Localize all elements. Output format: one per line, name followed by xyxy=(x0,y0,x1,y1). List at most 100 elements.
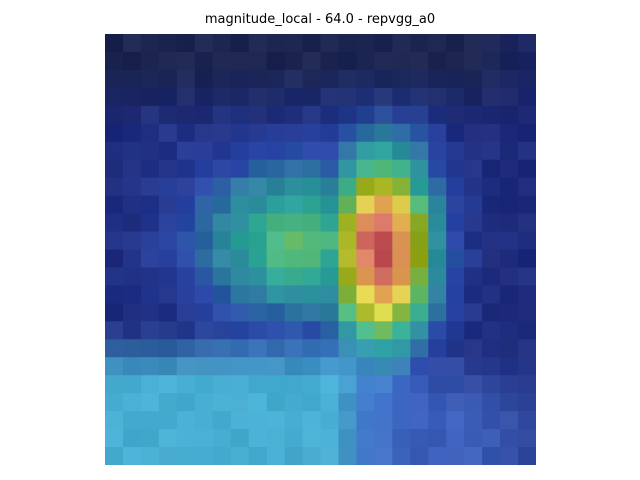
heatmap-pixel xyxy=(248,339,268,358)
heatmap-pixel xyxy=(392,249,411,269)
heatmap-pixel xyxy=(140,303,160,322)
heatmap-pixel xyxy=(105,123,124,143)
heatmap-pixel xyxy=(464,303,483,322)
heatmap-pixel xyxy=(410,177,429,197)
heatmap-pixel xyxy=(194,51,214,71)
heatmap-pixel xyxy=(212,141,232,161)
heatmap-pixel xyxy=(140,195,160,215)
heatmap-pixel xyxy=(105,231,124,251)
heatmap-pixel xyxy=(518,339,536,358)
heatmap-pixel xyxy=(248,321,268,340)
heatmap-pixel xyxy=(446,51,465,71)
heatmap-pixel xyxy=(158,267,178,287)
heatmap-pixel xyxy=(338,411,358,430)
heatmap-pixel xyxy=(320,375,340,394)
heatmap-pixel xyxy=(392,87,411,107)
heatmap-pixel xyxy=(410,447,429,465)
heatmap-pixel xyxy=(338,375,358,394)
heatmap-pixel xyxy=(446,177,465,197)
heatmap-pixel xyxy=(410,249,429,269)
heatmap-pixel xyxy=(140,339,160,358)
heatmap-pixel xyxy=(338,87,358,107)
heatmap-pixel xyxy=(284,357,304,376)
heatmap-pixel xyxy=(464,34,483,53)
heatmap-pixel xyxy=(194,34,214,53)
heatmap-pixel xyxy=(482,357,501,376)
heatmap-pixel xyxy=(212,339,232,358)
heatmap-pixel xyxy=(482,141,501,161)
heatmap-pixel xyxy=(194,87,214,107)
heatmap-pixel xyxy=(230,213,250,233)
heatmap-pixel xyxy=(320,141,340,161)
heatmap-pixel xyxy=(158,69,178,89)
heatmap-pixel xyxy=(338,321,358,340)
heatmap-pixel xyxy=(356,34,375,53)
heatmap-pixel xyxy=(302,231,322,251)
heatmap-pixel xyxy=(194,123,214,143)
heatmap-pixel xyxy=(482,249,501,269)
heatmap-pixel xyxy=(374,34,393,53)
heatmap-pixel xyxy=(446,213,465,233)
heatmap-pixel xyxy=(410,87,429,107)
heatmap-pixel xyxy=(374,231,393,251)
heatmap-pixel xyxy=(266,339,286,358)
heatmap-pixel xyxy=(374,195,393,215)
heatmap-pixel xyxy=(500,285,519,304)
heatmap-pixel xyxy=(284,177,304,197)
heatmap-pixel xyxy=(212,357,232,376)
heatmap-pixel xyxy=(248,213,268,233)
heatmap-pixel xyxy=(248,267,268,287)
heatmap-pixel xyxy=(374,375,393,394)
heatmap-pixel xyxy=(410,34,429,53)
heatmap-pixel xyxy=(284,213,304,233)
heatmap-pixel xyxy=(122,231,142,251)
heatmap-pixel xyxy=(482,159,501,179)
heatmap-pixel xyxy=(248,87,268,107)
heatmap-pixel xyxy=(212,87,232,107)
heatmap-pixel xyxy=(410,411,429,430)
heatmap-pixel xyxy=(230,393,250,412)
heatmap-pixel xyxy=(122,249,142,269)
heatmap-pixel xyxy=(356,195,375,215)
heatmap-pixel xyxy=(122,87,142,107)
heatmap-pixel xyxy=(212,159,232,179)
heatmap-pixel xyxy=(302,69,322,89)
heatmap-pixel xyxy=(230,141,250,161)
heatmap-pixel xyxy=(230,303,250,322)
heatmap-pixel xyxy=(374,429,393,448)
heatmap-pixel xyxy=(266,141,286,161)
heatmap-pixel xyxy=(428,429,447,448)
heatmap-pixel xyxy=(446,123,465,143)
heatmap-pixel xyxy=(446,105,465,125)
heatmap-pixel xyxy=(410,213,429,233)
heatmap-pixel xyxy=(212,303,232,322)
heatmap-pixel xyxy=(140,249,160,269)
heatmap-pixel xyxy=(212,69,232,89)
heatmap-pixel xyxy=(464,123,483,143)
heatmap-pixel xyxy=(194,213,214,233)
heatmap-pixel xyxy=(320,411,340,430)
heatmap-pixel xyxy=(122,267,142,287)
heatmap-pixel xyxy=(284,195,304,215)
heatmap-pixel xyxy=(500,141,519,161)
heatmap-pixel xyxy=(392,339,411,358)
heatmap-pixel xyxy=(392,213,411,233)
heatmap-pixel xyxy=(320,447,340,465)
heatmap-pixel xyxy=(518,375,536,394)
heatmap-pixel xyxy=(302,321,322,340)
heatmap-pixel xyxy=(266,393,286,412)
heatmap-pixel xyxy=(212,393,232,412)
heatmap-pixel xyxy=(338,159,358,179)
heatmap-pixel xyxy=(428,447,447,465)
heatmap-pixel xyxy=(392,303,411,322)
heatmap-pixel xyxy=(374,303,393,322)
heatmap-pixel xyxy=(194,393,214,412)
heatmap-pixel xyxy=(356,447,375,465)
heatmap-pixel xyxy=(500,429,519,448)
heatmap-pixel xyxy=(446,267,465,287)
heatmap-pixel xyxy=(284,429,304,448)
heatmap-pixel xyxy=(176,357,196,376)
heatmap-pixel xyxy=(140,231,160,251)
heatmap-pixel xyxy=(338,69,358,89)
heatmap-pixel xyxy=(158,51,178,71)
